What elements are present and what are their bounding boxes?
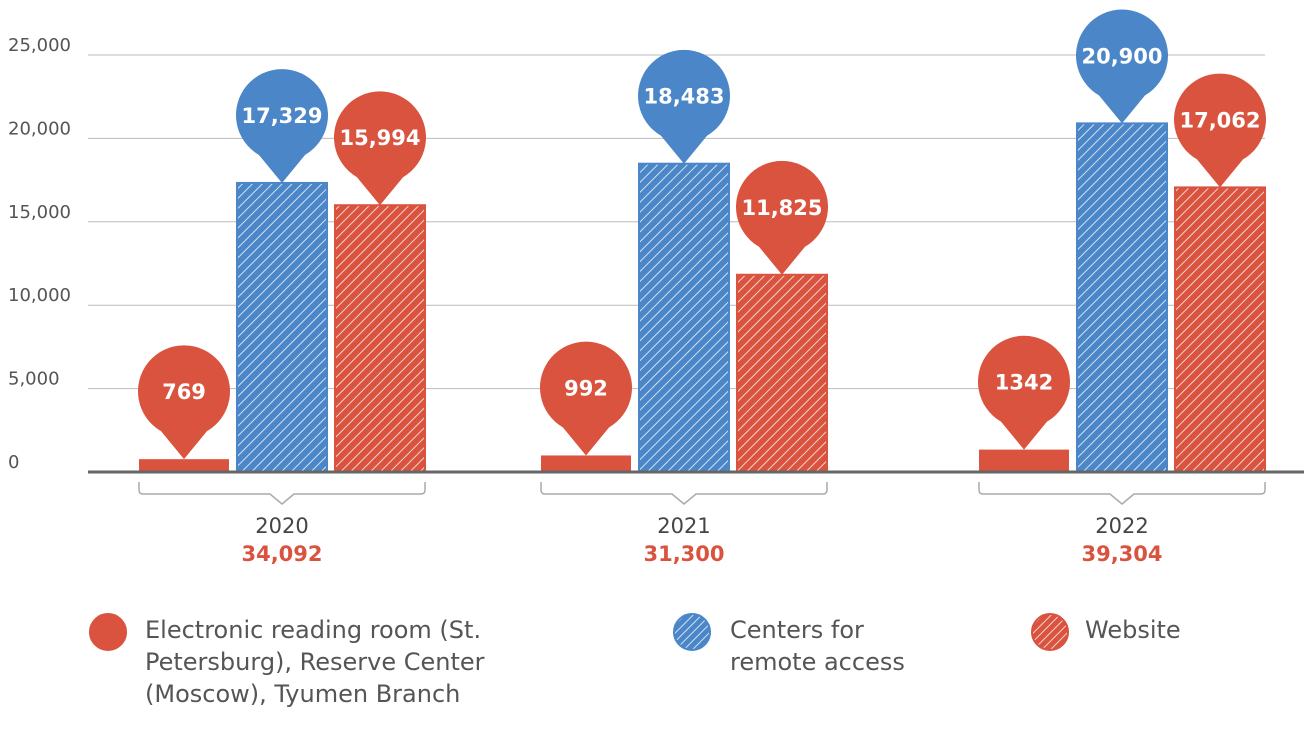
bar <box>1076 122 1168 473</box>
value-label: 15,994 <box>339 126 420 150</box>
bracket <box>978 482 1266 505</box>
legend-label: Website <box>1085 616 1181 644</box>
pin <box>540 341 632 456</box>
bracket <box>138 482 426 505</box>
total-label: 39,304 <box>1081 542 1162 566</box>
value-label: 11,825 <box>741 196 822 220</box>
bar <box>638 162 730 474</box>
value-label: 20,900 <box>1081 44 1162 68</box>
legend-label: Electronic reading room (St. Petersburg)… <box>145 616 485 708</box>
bar <box>139 459 229 472</box>
pin <box>638 49 731 164</box>
x-tick-label: 2021 <box>657 514 710 538</box>
value-label: 17,062 <box>1179 108 1260 132</box>
bar <box>334 204 426 473</box>
pin <box>334 91 426 206</box>
y-tick-label: 15,000 <box>8 202 71 223</box>
legend-marker <box>1031 613 1069 651</box>
legend-label: Centers for remote access <box>730 616 905 676</box>
bar <box>736 273 828 473</box>
y-tick-label: 20,000 <box>8 118 71 139</box>
x-tick-label: 2022 <box>1095 514 1148 538</box>
bar <box>1174 186 1266 473</box>
x-tick-label: 2020 <box>255 514 308 538</box>
legend-marker <box>673 613 711 651</box>
bar <box>236 181 328 474</box>
y-tick-label: 0 <box>8 452 19 473</box>
value-label: 18,483 <box>643 85 724 109</box>
pin <box>138 345 231 460</box>
bar <box>541 455 631 472</box>
chart: 0 5,000 10,000 15,000 20,000 25,000 2020 34,092… <box>8 9 1304 566</box>
bar <box>979 449 1069 472</box>
value-label: 992 <box>564 376 608 400</box>
bracket <box>540 482 828 505</box>
legend-marker <box>89 613 127 651</box>
y-tick-label: 10,000 <box>8 285 71 306</box>
y-tick-label: 25,000 <box>8 35 71 56</box>
pin <box>236 69 328 183</box>
pin <box>1076 9 1168 124</box>
value-label: 1342 <box>995 371 1053 395</box>
pin <box>1174 73 1266 188</box>
total-label: 31,300 <box>643 542 724 566</box>
y-tick-label: 5,000 <box>8 369 60 390</box>
value-label: 17,329 <box>241 104 322 128</box>
pin <box>977 335 1070 450</box>
pin <box>736 160 828 275</box>
value-label: 769 <box>162 380 206 404</box>
total-label: 34,092 <box>241 542 322 566</box>
